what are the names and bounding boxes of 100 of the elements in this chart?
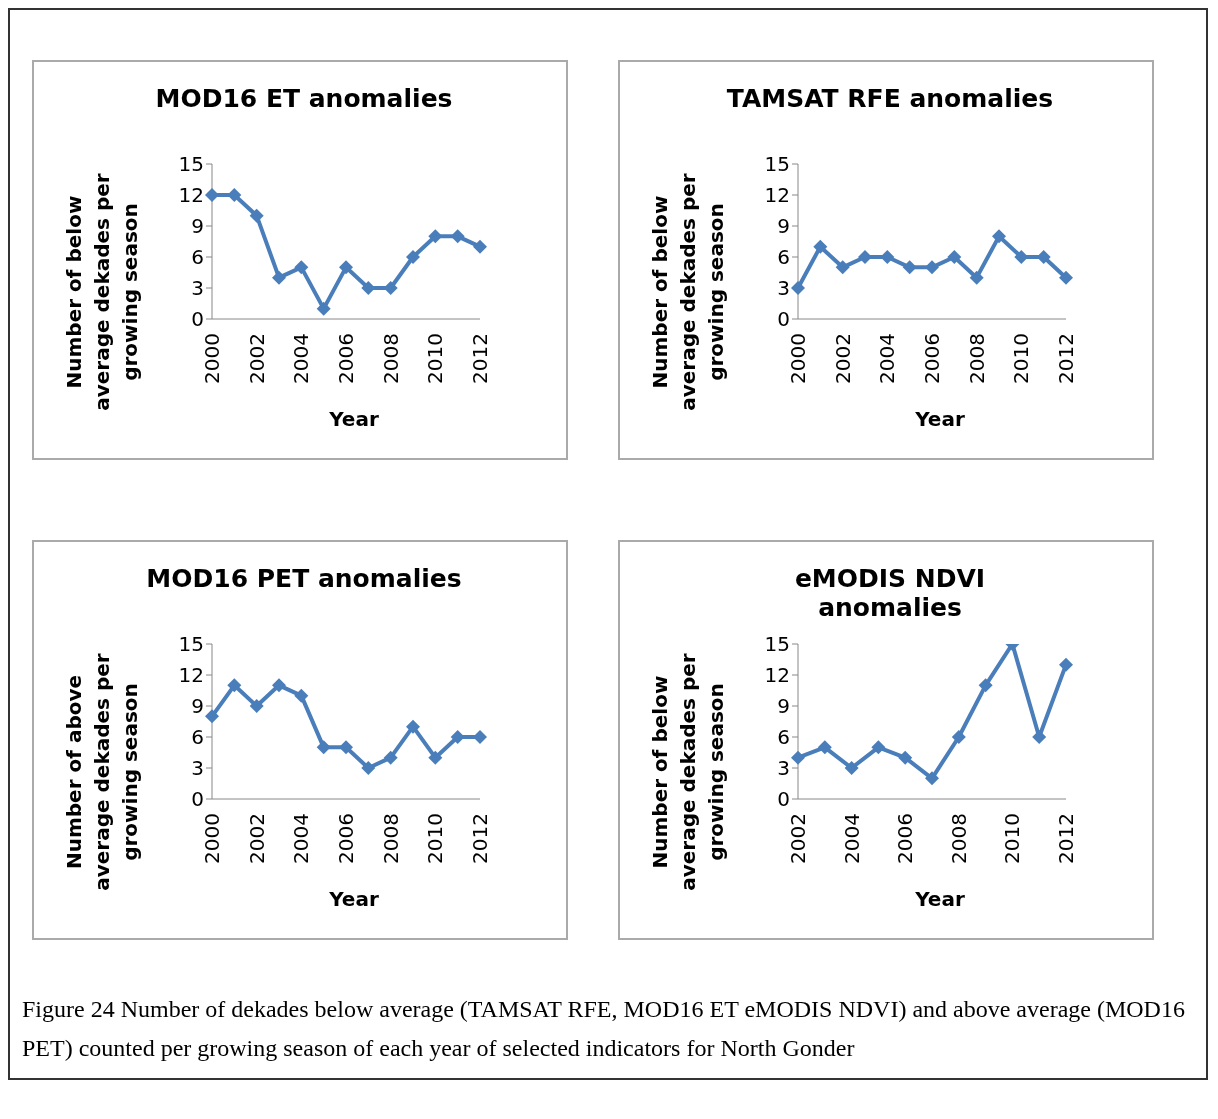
x-axis-title: Year (914, 407, 966, 431)
point (205, 188, 219, 202)
x-tick-label: 2006 (334, 333, 358, 384)
point (383, 281, 398, 295)
point (1059, 270, 1073, 285)
y-tick-label: 0 (191, 787, 204, 812)
point (871, 740, 886, 755)
point (339, 740, 353, 755)
x-tick-label: 2004 (289, 333, 314, 384)
chart-title: MOD16 PET anomalies (145, 564, 463, 593)
chart-title: eMODIS NDVI anomalies (793, 564, 987, 622)
point (951, 730, 966, 744)
x-tick-label: 2010 (423, 333, 448, 384)
y-axis-title: Number of below average dekades per growing season (647, 172, 729, 413)
point (272, 678, 286, 693)
y-tick-label: 6 (777, 245, 790, 270)
x-tick-label: 2012 (1054, 333, 1078, 384)
point (880, 250, 895, 264)
x-tick-label: 2004 (289, 813, 314, 864)
y-tick-label: 6 (777, 725, 790, 750)
point (992, 229, 1006, 244)
point (316, 301, 331, 316)
point (1032, 730, 1047, 744)
x-tick-label: 2002 (830, 333, 855, 384)
point (205, 709, 219, 724)
x-tick-label: 2004 (875, 333, 900, 384)
x-tick-label: 2006 (920, 333, 944, 384)
point (817, 740, 832, 755)
point (925, 771, 939, 786)
y-tick-label: 9 (191, 694, 204, 719)
y-tick-label: 12 (764, 663, 790, 688)
x-tick-label: 2000 (200, 813, 224, 864)
y-tick-label: 0 (191, 307, 204, 332)
y-tick-label: 6 (191, 245, 204, 270)
point (406, 250, 420, 264)
x-tick-label: 2000 (786, 333, 810, 384)
point (1036, 250, 1051, 264)
x-tick-label: 2012 (1054, 813, 1078, 864)
y-tick-label: 0 (777, 307, 790, 332)
point (473, 239, 487, 254)
point (947, 250, 962, 264)
y-tick-label: 12 (764, 183, 790, 208)
x-tick-label: 2004 (839, 813, 864, 864)
point (249, 699, 264, 713)
point (227, 188, 242, 202)
y-axis-title: Number of below average dekades per growing season (647, 652, 729, 893)
point (294, 688, 309, 703)
point (473, 730, 487, 744)
x-tick-label: 2002 (244, 333, 269, 384)
y-tick-label: 9 (777, 694, 790, 719)
point (835, 260, 850, 275)
chart-title: MOD16 ET anomalies (154, 84, 454, 113)
y-tick-label: 15 (764, 152, 790, 177)
y-tick-label: 9 (777, 214, 790, 239)
y-tick-label: 3 (191, 276, 204, 301)
point (969, 270, 984, 285)
point (813, 239, 828, 254)
point (272, 270, 286, 285)
y-tick-label: 15 (764, 632, 790, 657)
point (339, 260, 353, 275)
x-axis-title: Year (914, 887, 966, 911)
x-tick-label: 2002 (786, 813, 810, 864)
x-tick-label: 2008 (378, 333, 403, 384)
y-tick-label: 15 (178, 632, 204, 657)
y-tick-label: 12 (178, 183, 204, 208)
y-axis-title: Number of below average dekades per growing season (61, 172, 143, 413)
x-axis-title: Year (328, 887, 380, 911)
x-tick-label: 2000 (200, 333, 224, 384)
point (227, 678, 242, 693)
y-tick-label: 15 (178, 152, 204, 177)
point (844, 761, 859, 775)
x-tick-label: 2010 (1009, 333, 1034, 384)
y-tick-label: 6 (191, 725, 204, 750)
y-tick-label: 0 (777, 787, 790, 812)
y-tick-label: 3 (777, 756, 790, 781)
point (249, 208, 264, 223)
point (361, 281, 376, 295)
chart-title: TAMSAT RFE anomalies (725, 84, 1055, 113)
point (925, 260, 939, 275)
y-tick-label: 12 (178, 663, 204, 688)
point (316, 740, 331, 755)
point (978, 678, 993, 693)
x-tick-label: 2006 (893, 813, 918, 864)
x-tick-label: 2012 (468, 813, 492, 864)
x-tick-label: 2008 (964, 333, 989, 384)
x-tick-label: 2012 (468, 333, 492, 384)
y-tick-label: 9 (191, 214, 204, 239)
point (1059, 657, 1073, 672)
y-tick-label: 3 (777, 276, 790, 301)
x-tick-label: 2008 (378, 813, 403, 864)
x-tick-label: 2006 (334, 813, 358, 864)
x-tick-label: 2002 (244, 813, 269, 864)
x-tick-label: 2008 (946, 813, 971, 864)
point (902, 260, 917, 275)
point (1014, 250, 1029, 264)
point (428, 229, 443, 244)
point (791, 281, 805, 295)
point (361, 761, 376, 775)
point (428, 750, 443, 765)
caption: Figure 24 Number of dekades below average (TAMSAT RFE, MOD16 ET eMODIS NDVI) and above average (MOD16 PET) counted per growing season of each year of selected indicators for North Gonder (22, 995, 1186, 1063)
